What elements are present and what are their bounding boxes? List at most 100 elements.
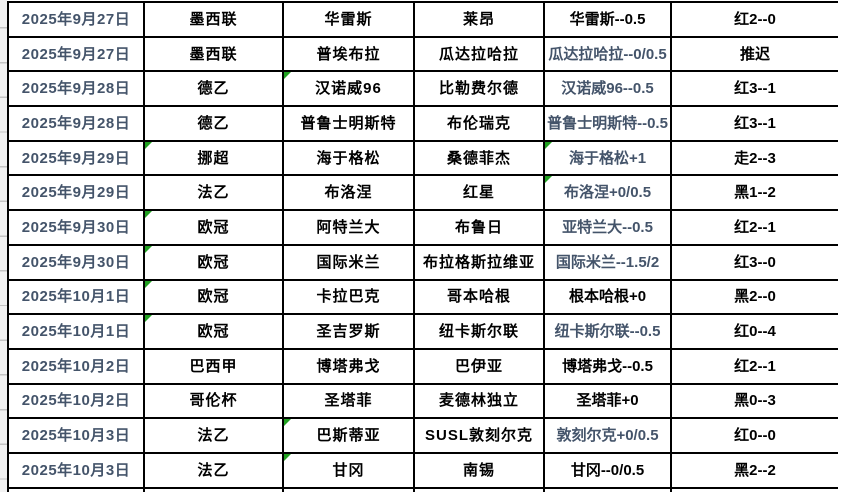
cell-away-row6[interactable]: 红星 — [415, 176, 545, 212]
cell-handicap-row12[interactable]: 圣塔菲+0 — [545, 384, 672, 420]
cell-home-row4[interactable]: 普鲁士明斯特 — [284, 107, 415, 142]
league-text: 欧冠 — [197, 323, 230, 341]
cell-away-row13[interactable]: SUSL敦刻尔克 — [415, 419, 545, 454]
cell-handicap-row4[interactable]: 普鲁士明斯特--0.5 — [545, 107, 672, 142]
cell-result-row1[interactable]: 红2--0 — [672, 3, 838, 38]
cell-home-row1[interactable]: 华雷斯 — [284, 3, 415, 38]
cell-result-row12[interactable]: 黑0--3 — [672, 384, 838, 420]
cell-handicap-row7[interactable]: 亚特兰大--0.5 — [545, 211, 672, 246]
cell-league-row14[interactable]: 法乙 — [145, 453, 284, 489]
cell-handicap-row8[interactable]: 国际米兰--1.5/2 — [545, 245, 672, 281]
league-text: 法乙 — [197, 427, 230, 445]
cell-error-indicator-triangle — [145, 315, 152, 323]
cell-away-row3[interactable]: 比勒费尔德 — [415, 72, 545, 108]
cell-result-row13[interactable]: 红0--0 — [672, 419, 838, 454]
cell-result-row4[interactable]: 红3--1 — [672, 107, 838, 142]
cell-result-row8[interactable]: 红3--0 — [672, 245, 838, 281]
cell-home-row2[interactable]: 普埃布拉 — [284, 37, 415, 73]
cell-league-row10[interactable]: 欧冠 — [145, 315, 284, 350]
cell-away-row1[interactable]: 莱昂 — [415, 3, 545, 38]
cell-league-partial-row[interactable] — [145, 488, 284, 492]
cell-result-row9[interactable]: 黑2--0 — [672, 280, 838, 316]
result-text: 红0--0 — [734, 427, 776, 445]
cell-away-row12[interactable]: 麦德林独立 — [415, 384, 545, 420]
result-text: 红3--0 — [734, 253, 776, 271]
cell-handicap-row13[interactable]: 敦刻尔克+0/0.5 — [545, 419, 672, 454]
cell-result-row14[interactable]: 黑2--2 — [672, 453, 838, 489]
cell-away-row4[interactable]: 布伦瑞克 — [415, 107, 545, 142]
cell-handicap-row6[interactable]: 布洛涅+0/0.5 — [545, 176, 672, 212]
cell-handicap-row10[interactable]: 纽卡斯尔联--0.5 — [545, 315, 672, 350]
cell-league-row6[interactable]: 法乙 — [145, 176, 284, 212]
cell-league-row12[interactable]: 哥伦杯 — [145, 384, 284, 420]
cell-result-row11[interactable]: 红2--1 — [672, 349, 838, 385]
cell-league-row13[interactable]: 法乙 — [145, 419, 284, 454]
cell-result-row3[interactable]: 红3--1 — [672, 72, 838, 108]
cell-date-row10[interactable]: 2025年10月1日 — [9, 315, 145, 350]
cell-home-row11[interactable]: 博塔弗戈 — [284, 349, 415, 385]
cell-date-row12[interactable]: 2025年10月2日 — [9, 384, 145, 420]
cell-home-row10[interactable]: 圣吉罗斯 — [284, 315, 415, 350]
cell-league-row4[interactable]: 德乙 — [145, 107, 284, 142]
cell-away-row7[interactable]: 布鲁日 — [415, 211, 545, 246]
cell-result-row7[interactable]: 红2--1 — [672, 211, 838, 246]
cell-date-row3[interactable]: 2025年9月28日 — [9, 72, 145, 108]
cell-date-row2[interactable]: 2025年9月27日 — [9, 37, 145, 73]
cell-result-partial-row[interactable] — [672, 488, 838, 492]
handicap-text: 纽卡斯尔联--0.5 — [554, 323, 661, 341]
cell-date-row5[interactable]: 2025年9月29日 — [9, 141, 145, 177]
cell-home-row14[interactable]: 甘冈 — [284, 453, 415, 489]
cell-league-row7[interactable]: 欧冠 — [145, 211, 284, 246]
cell-away-partial-row[interactable] — [415, 488, 545, 492]
cell-handicap-row9[interactable]: 根本哈根+0 — [545, 280, 672, 316]
cell-result-row6[interactable]: 黑1--2 — [672, 176, 838, 212]
cell-date-row7[interactable]: 2025年9月30日 — [9, 211, 145, 246]
cell-home-row5[interactable]: 海于格松 — [284, 141, 415, 177]
cell-league-row1[interactable]: 墨西联 — [145, 3, 284, 38]
cell-date-row6[interactable]: 2025年9月29日 — [9, 176, 145, 212]
cell-date-row9[interactable]: 2025年10月1日 — [9, 280, 145, 316]
cell-away-row11[interactable]: 巴伊亚 — [415, 349, 545, 385]
cell-home-row3[interactable]: 汉诺威96 — [284, 72, 415, 108]
cell-handicap-row5[interactable]: 海于格松+1 — [545, 141, 672, 177]
cell-date-row14[interactable]: 2025年10月3日 — [9, 453, 145, 489]
cell-date-row8[interactable]: 2025年9月30日 — [9, 245, 145, 281]
cell-away-row2[interactable]: 瓜达拉哈拉 — [415, 37, 545, 73]
cell-handicap-row2[interactable]: 瓜达拉哈拉--0/0.5 — [545, 37, 672, 73]
cell-away-row8[interactable]: 布拉格斯拉维亚 — [415, 245, 545, 281]
cell-league-row11[interactable]: 巴西甲 — [145, 349, 284, 385]
cell-home-row13[interactable]: 巴斯蒂亚 — [284, 419, 415, 454]
cell-handicap-partial-row[interactable] — [545, 488, 672, 492]
cell-date-row13[interactable]: 2025年10月3日 — [9, 419, 145, 454]
result-text: 红2--1 — [734, 357, 776, 375]
cell-away-row9[interactable]: 哥本哈根 — [415, 280, 545, 316]
cell-away-row14[interactable]: 南锡 — [415, 453, 545, 489]
cell-date-partial-row[interactable] — [9, 488, 145, 492]
cell-league-row5[interactable]: 挪超 — [145, 141, 284, 177]
cell-home-row12[interactable]: 圣塔菲 — [284, 384, 415, 420]
cell-error-indicator-triangle — [145, 280, 152, 288]
cell-league-row9[interactable]: 欧冠 — [145, 280, 284, 316]
cell-league-row2[interactable]: 墨西联 — [145, 37, 284, 73]
cell-away-row10[interactable]: 纽卡斯尔联 — [415, 315, 545, 350]
date-text: 2025年9月29日 — [21, 184, 131, 202]
cell-date-row1[interactable]: 2025年9月27日 — [9, 3, 145, 38]
cell-result-row10[interactable]: 红0--4 — [672, 315, 838, 350]
cell-home-row8[interactable]: 国际米兰 — [284, 245, 415, 281]
cell-result-row5[interactable]: 走2--3 — [672, 141, 838, 177]
cell-handicap-row3[interactable]: 汉诺威96--0.5 — [545, 72, 672, 108]
cell-handicap-row1[interactable]: 华雷斯--0.5 — [545, 3, 672, 38]
cell-league-row8[interactable]: 欧冠 — [145, 245, 284, 281]
cell-handicap-row11[interactable]: 博塔弗戈--0.5 — [545, 349, 672, 385]
matches-table: 2025年9月27日 墨西联 华雷斯 莱昂 华雷斯--0.5 红2--0 202… — [7, 1, 838, 492]
cell-date-row11[interactable]: 2025年10月2日 — [9, 349, 145, 385]
cell-handicap-row14[interactable]: 甘冈--0/0.5 — [545, 453, 672, 489]
cell-home-row6[interactable]: 布洛涅 — [284, 176, 415, 212]
cell-home-row7[interactable]: 阿特兰大 — [284, 211, 415, 246]
cell-home-partial-row[interactable] — [284, 488, 415, 492]
cell-date-row4[interactable]: 2025年9月28日 — [9, 107, 145, 142]
cell-league-row3[interactable]: 德乙 — [145, 72, 284, 108]
cell-away-row5[interactable]: 桑德菲杰 — [415, 141, 545, 177]
cell-home-row9[interactable]: 卡拉巴克 — [284, 280, 415, 316]
cell-result-row2[interactable]: 推迟 — [672, 37, 838, 73]
